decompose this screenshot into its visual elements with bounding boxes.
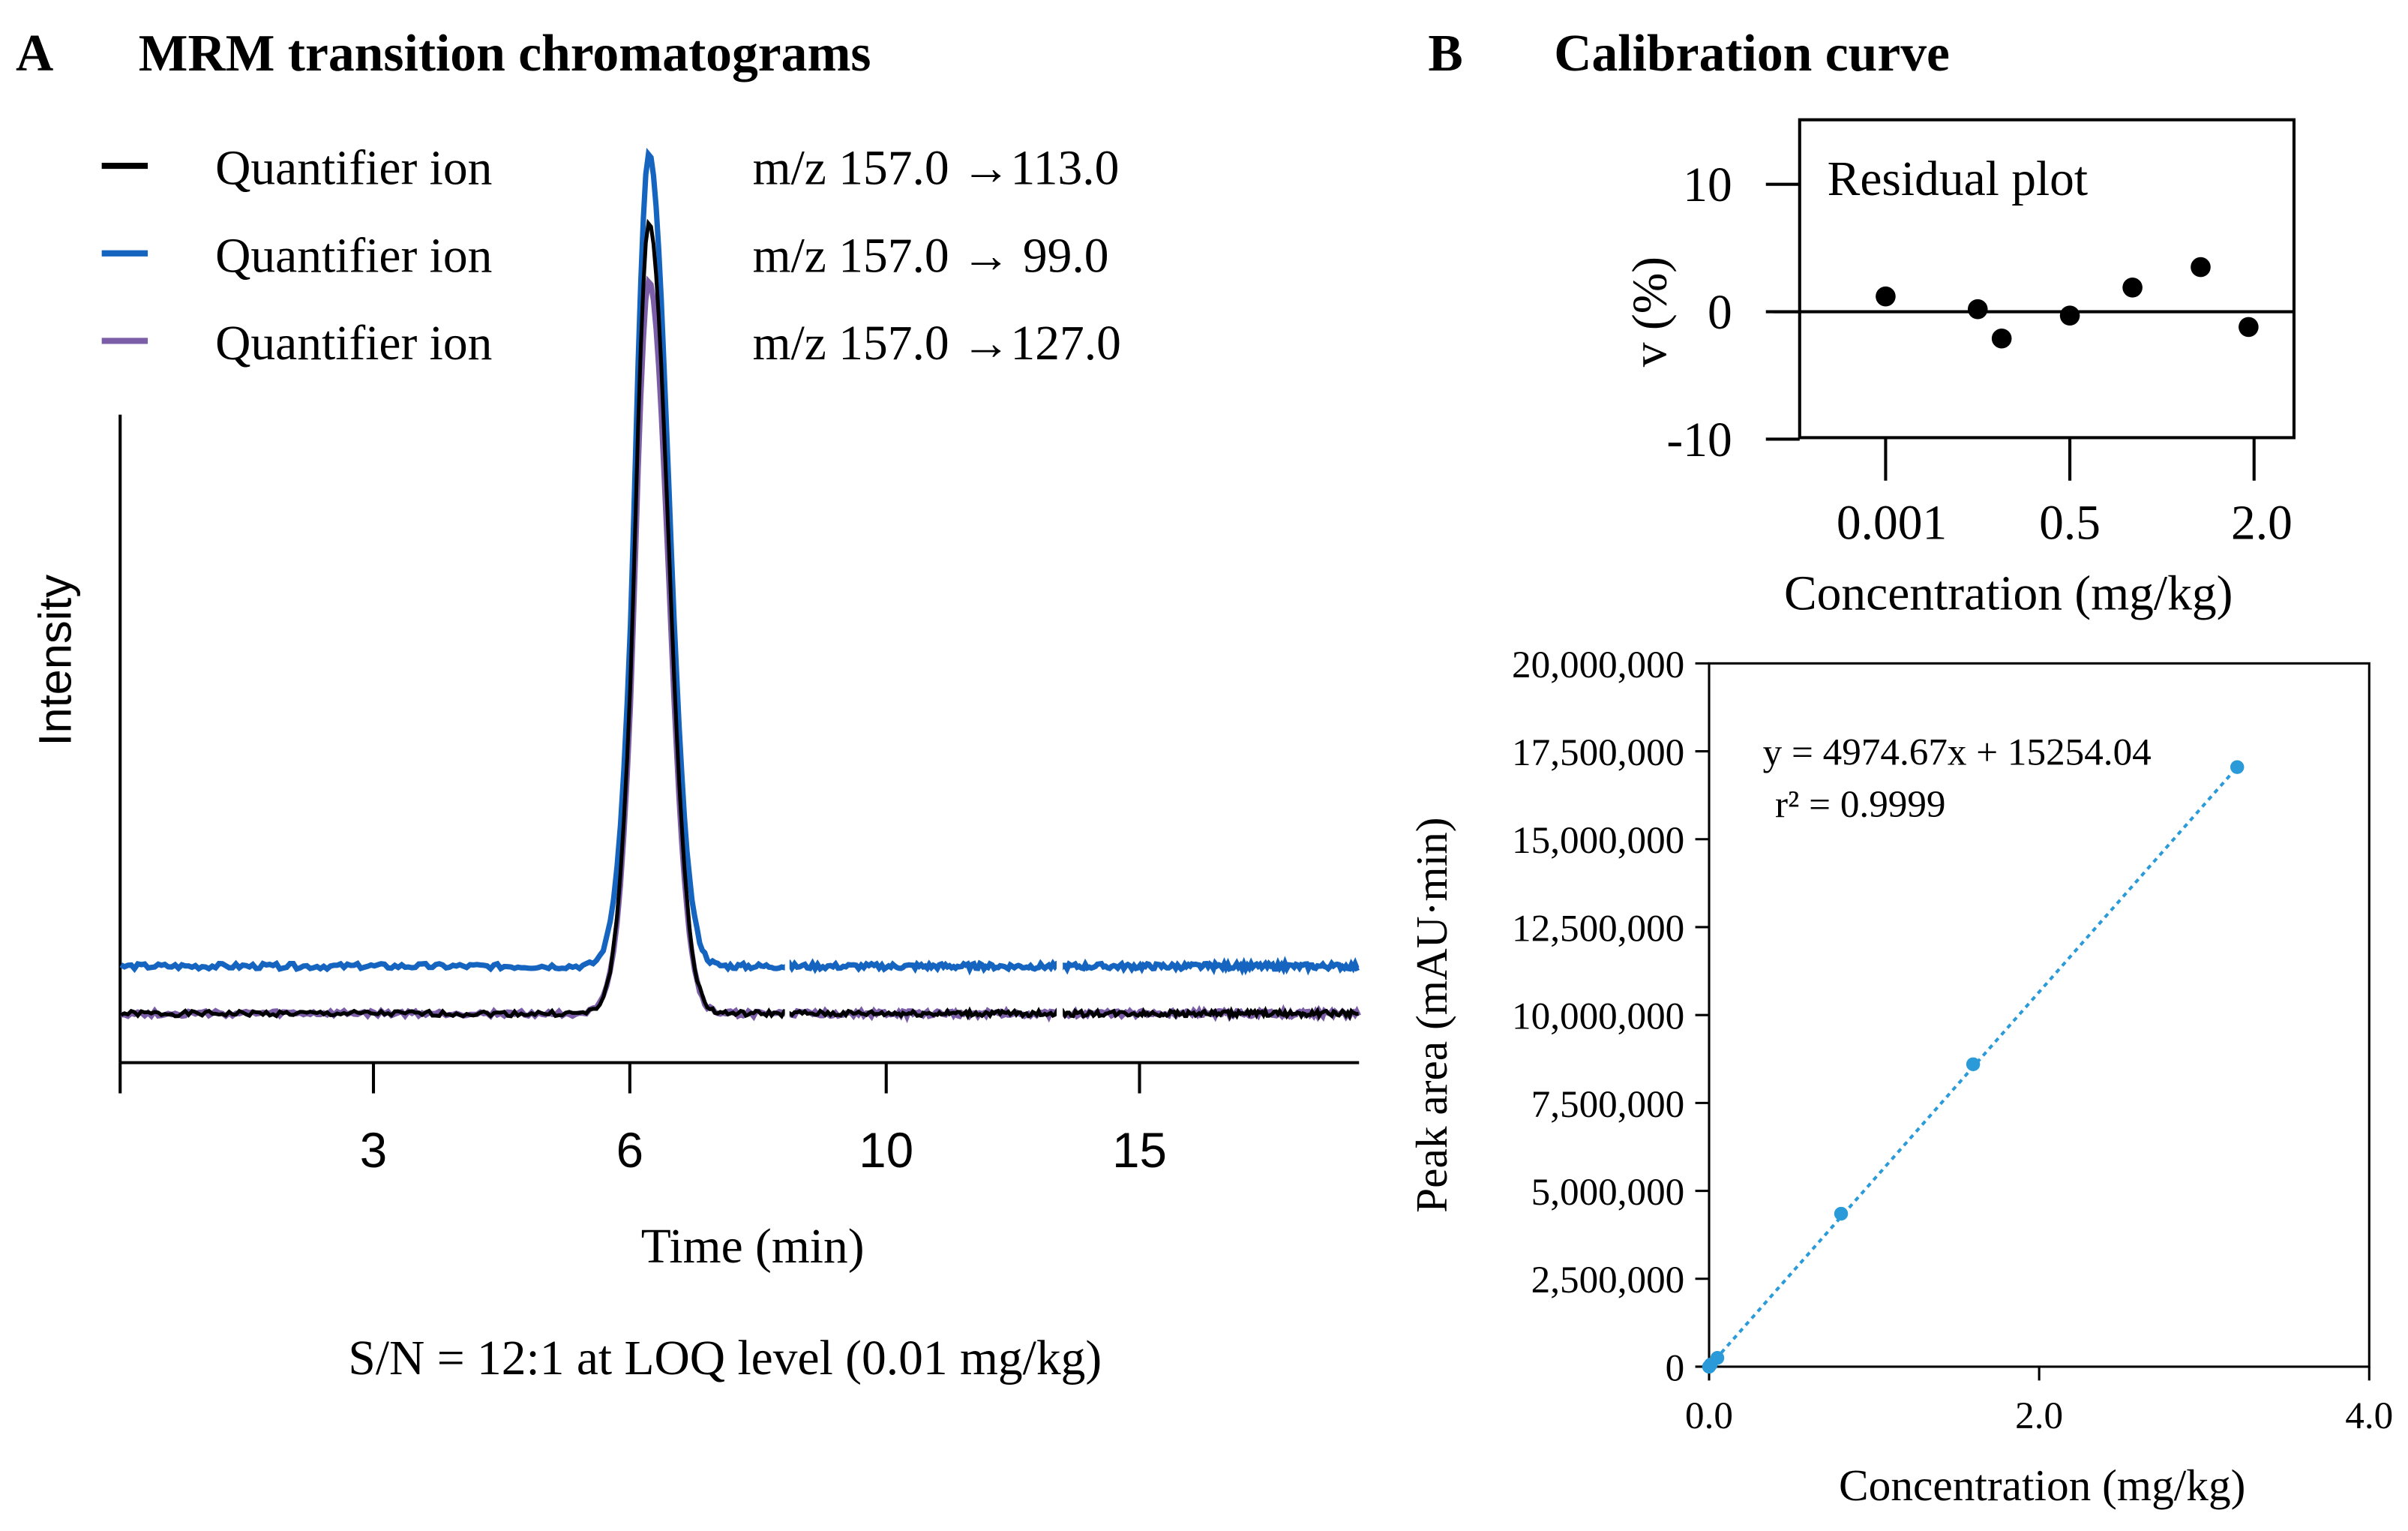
x-tick-label: 0.001 bbox=[1837, 497, 1947, 551]
trace-1 bbox=[119, 147, 1360, 976]
trace-0 bbox=[120, 218, 1359, 1022]
legend-transition: m/z 157.0 → 99.0 bbox=[753, 229, 1109, 283]
legend-label: Quantifier ion bbox=[215, 229, 492, 283]
x-tick-label: 15 bbox=[1112, 1123, 1167, 1178]
residual-point bbox=[1967, 299, 1988, 320]
x-tick-label: 0.5 bbox=[2039, 497, 2101, 551]
calibration-points bbox=[1702, 760, 2245, 1374]
residual-point bbox=[1876, 286, 1896, 307]
residual-ticks: 10 0 -10 0.001 0.5 2.0 bbox=[1666, 158, 2293, 550]
residual-plot: Residual plot 10 0 -10 0.001 0.5 2.0 v (%) Co… bbox=[1624, 118, 2296, 621]
residual-x-label: Concentration (mg/kg) bbox=[1784, 567, 2233, 621]
residual-plot-title: Residual plot bbox=[1828, 152, 2089, 206]
y-tick-label: 7,500,000 bbox=[1531, 1083, 1685, 1126]
y-tick-label: 0 bbox=[1708, 286, 1732, 340]
trace-gap bbox=[1056, 952, 1063, 1026]
y-tick-label: -10 bbox=[1666, 413, 1732, 467]
residual-point bbox=[1991, 328, 2012, 349]
x-tick-label: 2.0 bbox=[2015, 1394, 2063, 1437]
sn-annotation: S/N = 12:1 at LOQ level (0.01 mg/kg) bbox=[348, 1331, 1102, 1385]
calibration-point bbox=[1710, 1351, 1725, 1365]
calibration-point bbox=[1966, 1057, 1981, 1072]
y-tick-label: 5,000,000 bbox=[1531, 1171, 1685, 1214]
y-tick-label: 10,000,000 bbox=[1512, 995, 1684, 1038]
legend-transition: m/z 157.0 →113.0 bbox=[753, 142, 1120, 196]
x-tick-label: 3 bbox=[360, 1123, 387, 1178]
y-tick-label: 17,500,000 bbox=[1512, 731, 1684, 774]
y-tick-label: 10 bbox=[1683, 158, 1732, 212]
calibration-plot: 0 2,500,000 5,000,000 7,500,000 10,000,000 12… bbox=[1407, 644, 2393, 1510]
calibration-ticks: 0 2,500,000 5,000,000 7,500,000 10,000,000 12… bbox=[1512, 644, 2393, 1437]
legend: Quantifier ion m/z 157.0 →113.0 Quantifier… bbox=[101, 142, 1121, 371]
trace-2 bbox=[121, 275, 1361, 1024]
y-tick-label: 15,000,000 bbox=[1512, 819, 1684, 862]
x-tick-label: 0.0 bbox=[1685, 1394, 1733, 1437]
legend-label: Quantifier ion bbox=[215, 142, 492, 196]
x-axis-label: Time (min) bbox=[641, 1220, 865, 1274]
x-tick-label: 4.0 bbox=[2345, 1394, 2393, 1437]
panel-label-a: A bbox=[16, 25, 53, 83]
x-tick-label: 10 bbox=[859, 1123, 913, 1178]
y-tick-label: 0 bbox=[1666, 1346, 1685, 1389]
residual-point bbox=[2239, 317, 2259, 338]
residual-y-label: v (%) bbox=[1624, 257, 1678, 367]
r-squared: r² = 0.9999 bbox=[1775, 783, 1945, 826]
trace-gap bbox=[784, 952, 790, 1026]
x-ticks: 3 6 10 15 bbox=[360, 1062, 1167, 1178]
calibration-y-label: Peak area (mAU·min) bbox=[1407, 817, 1456, 1212]
legend-transition: m/z 157.0 →127.0 bbox=[753, 317, 1121, 371]
traces bbox=[119, 147, 1361, 1026]
calibration-point bbox=[2230, 760, 2245, 774]
y-tick-label: 12,500,000 bbox=[1512, 907, 1684, 950]
calibration-point bbox=[1834, 1206, 1849, 1221]
residual-plot-frame bbox=[1798, 118, 2296, 440]
panel-a: A MRM transition chromatograms Quantifie… bbox=[16, 25, 1361, 1385]
y-tick-label: 20,000,000 bbox=[1512, 644, 1684, 686]
panel-b-title: Calibration curve bbox=[1554, 25, 1950, 83]
residual-point bbox=[2191, 257, 2211, 278]
y-axis-label: Intensity bbox=[30, 575, 82, 746]
calibration-x-label: Concentration (mg/kg) bbox=[1839, 1460, 2245, 1510]
residual-point bbox=[2122, 277, 2143, 298]
residual-point bbox=[2059, 305, 2080, 326]
x-tick-label: 2.0 bbox=[2231, 497, 2293, 551]
regression-equation: y = 4974.67x + 15254.04 bbox=[1763, 731, 2152, 773]
y-tick-label: 2,500,000 bbox=[1531, 1259, 1685, 1301]
x-tick-label: 6 bbox=[616, 1123, 643, 1178]
residual-points bbox=[1876, 257, 2259, 349]
panel-label-b: B bbox=[1428, 25, 1462, 83]
panel-a-title: MRM transition chromatograms bbox=[139, 25, 871, 83]
legend-label: Quantifier ion bbox=[215, 317, 492, 371]
